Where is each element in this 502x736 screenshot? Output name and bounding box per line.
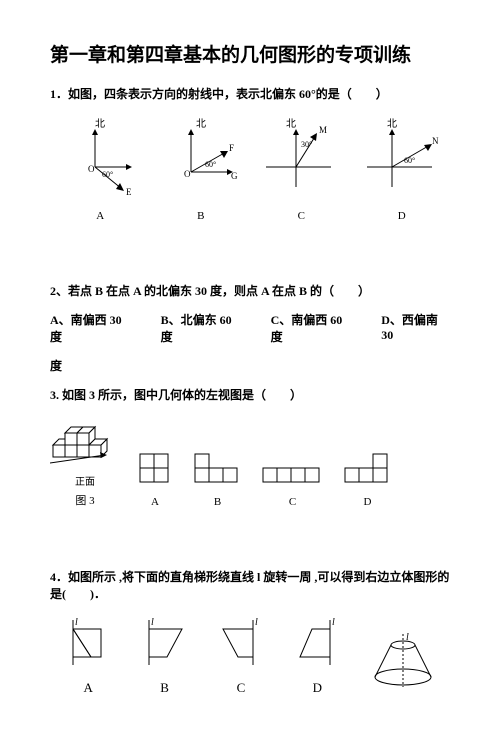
- q4-opt-b: l B: [137, 617, 192, 696]
- svg-text:N: N: [432, 136, 439, 146]
- svg-text:O: O: [88, 164, 95, 174]
- q1-prompt: 1．如图，四条表示方向的射线中，表示北偏东 60°的是（ ）: [50, 85, 452, 102]
- svg-text:O: O: [184, 169, 191, 179]
- svg-text:E: E: [126, 187, 132, 197]
- svg-text:北: 北: [196, 118, 206, 130]
- svg-text:北: 北: [95, 118, 105, 130]
- q4-diagrams: l A l B l C l D l: [50, 617, 452, 696]
- q2-tail: 度: [50, 357, 452, 374]
- svg-text:北: 北: [286, 118, 296, 130]
- svg-text:l: l: [151, 617, 154, 628]
- svg-text:F: F: [229, 143, 234, 153]
- q3-opt-d: D: [340, 449, 395, 508]
- svg-text:60°: 60°: [404, 156, 415, 165]
- svg-text:北: 北: [387, 118, 397, 130]
- q1-diagram-d: 北 60° N: [362, 117, 442, 207]
- q1-diagrams: 北 O 60° E A 北 O 60° F G B: [50, 117, 452, 222]
- q3-opt-c: C: [260, 449, 325, 508]
- q2-opt-d: D、西偏南 30: [381, 311, 452, 345]
- page-title: 第一章和第四章基本的几何图形的专项训练: [50, 40, 452, 67]
- q1-diagram-b: 北 O 60° F G: [161, 117, 241, 207]
- svg-text:60°: 60°: [102, 170, 113, 179]
- q4-opt-c: l C: [213, 617, 268, 696]
- q2-opt-a: A、南偏西 30 度: [50, 311, 136, 345]
- q4-solid: l: [366, 632, 441, 696]
- svg-text:30°: 30°: [301, 140, 312, 149]
- q2-opt-b: B、北偏东 60 度: [161, 311, 246, 345]
- svg-text:l: l: [332, 617, 335, 628]
- svg-text:G: G: [231, 171, 238, 181]
- q1-option-c: 北 30° M C: [261, 117, 341, 222]
- q4-opt-d: l D: [290, 617, 345, 696]
- q2-options: A、南偏西 30 度 B、北偏东 60 度 C、南偏西 60 度 D、西偏南 3…: [50, 311, 452, 345]
- q2-opt-c: C、南偏西 60 度: [271, 311, 357, 345]
- q3-fig-label: 图 3: [50, 492, 120, 508]
- q1-option-d: 北 60° N D: [362, 117, 442, 222]
- q3-prompt: 3. 如图 3 所示，图中几何体的左视图是（ ）: [50, 386, 452, 403]
- q3-opt-a: A: [135, 449, 175, 508]
- q1-label-a: A: [60, 210, 140, 222]
- q1-option-a: 北 O 60° E A: [60, 117, 140, 222]
- svg-text:60°: 60°: [205, 160, 216, 169]
- q1-diagram-a: 北 O 60° E: [60, 117, 140, 207]
- q2-prompt: 2、若点 B 在点 A 的北偏东 30 度，则点 A 在点 B 的（ ）: [50, 282, 452, 299]
- q3-opt-b: B: [190, 449, 245, 508]
- svg-text:l: l: [75, 617, 78, 628]
- q4-opt-a: l A: [61, 617, 116, 696]
- q3-diagrams: 正面 图 3 A B C D: [50, 415, 452, 508]
- q3-solid: 正面 图 3: [50, 415, 120, 508]
- q1-label-c: C: [261, 210, 341, 222]
- q1-diagram-c: 北 30° M: [261, 117, 341, 207]
- q1-label-b: B: [161, 210, 241, 222]
- svg-text:l: l: [255, 617, 258, 628]
- q4-prompt: 4．如图所示 ,将下面的直角梯形绕直线 l 旋转一周 ,可以得到右边立体图形的是…: [50, 568, 452, 602]
- q1-option-b: 北 O 60° F G B: [161, 117, 241, 222]
- q3-solid-svg: [50, 415, 120, 470]
- svg-text:M: M: [319, 125, 327, 135]
- q3-front-label: 正面: [75, 477, 95, 488]
- q1-label-d: D: [362, 210, 442, 222]
